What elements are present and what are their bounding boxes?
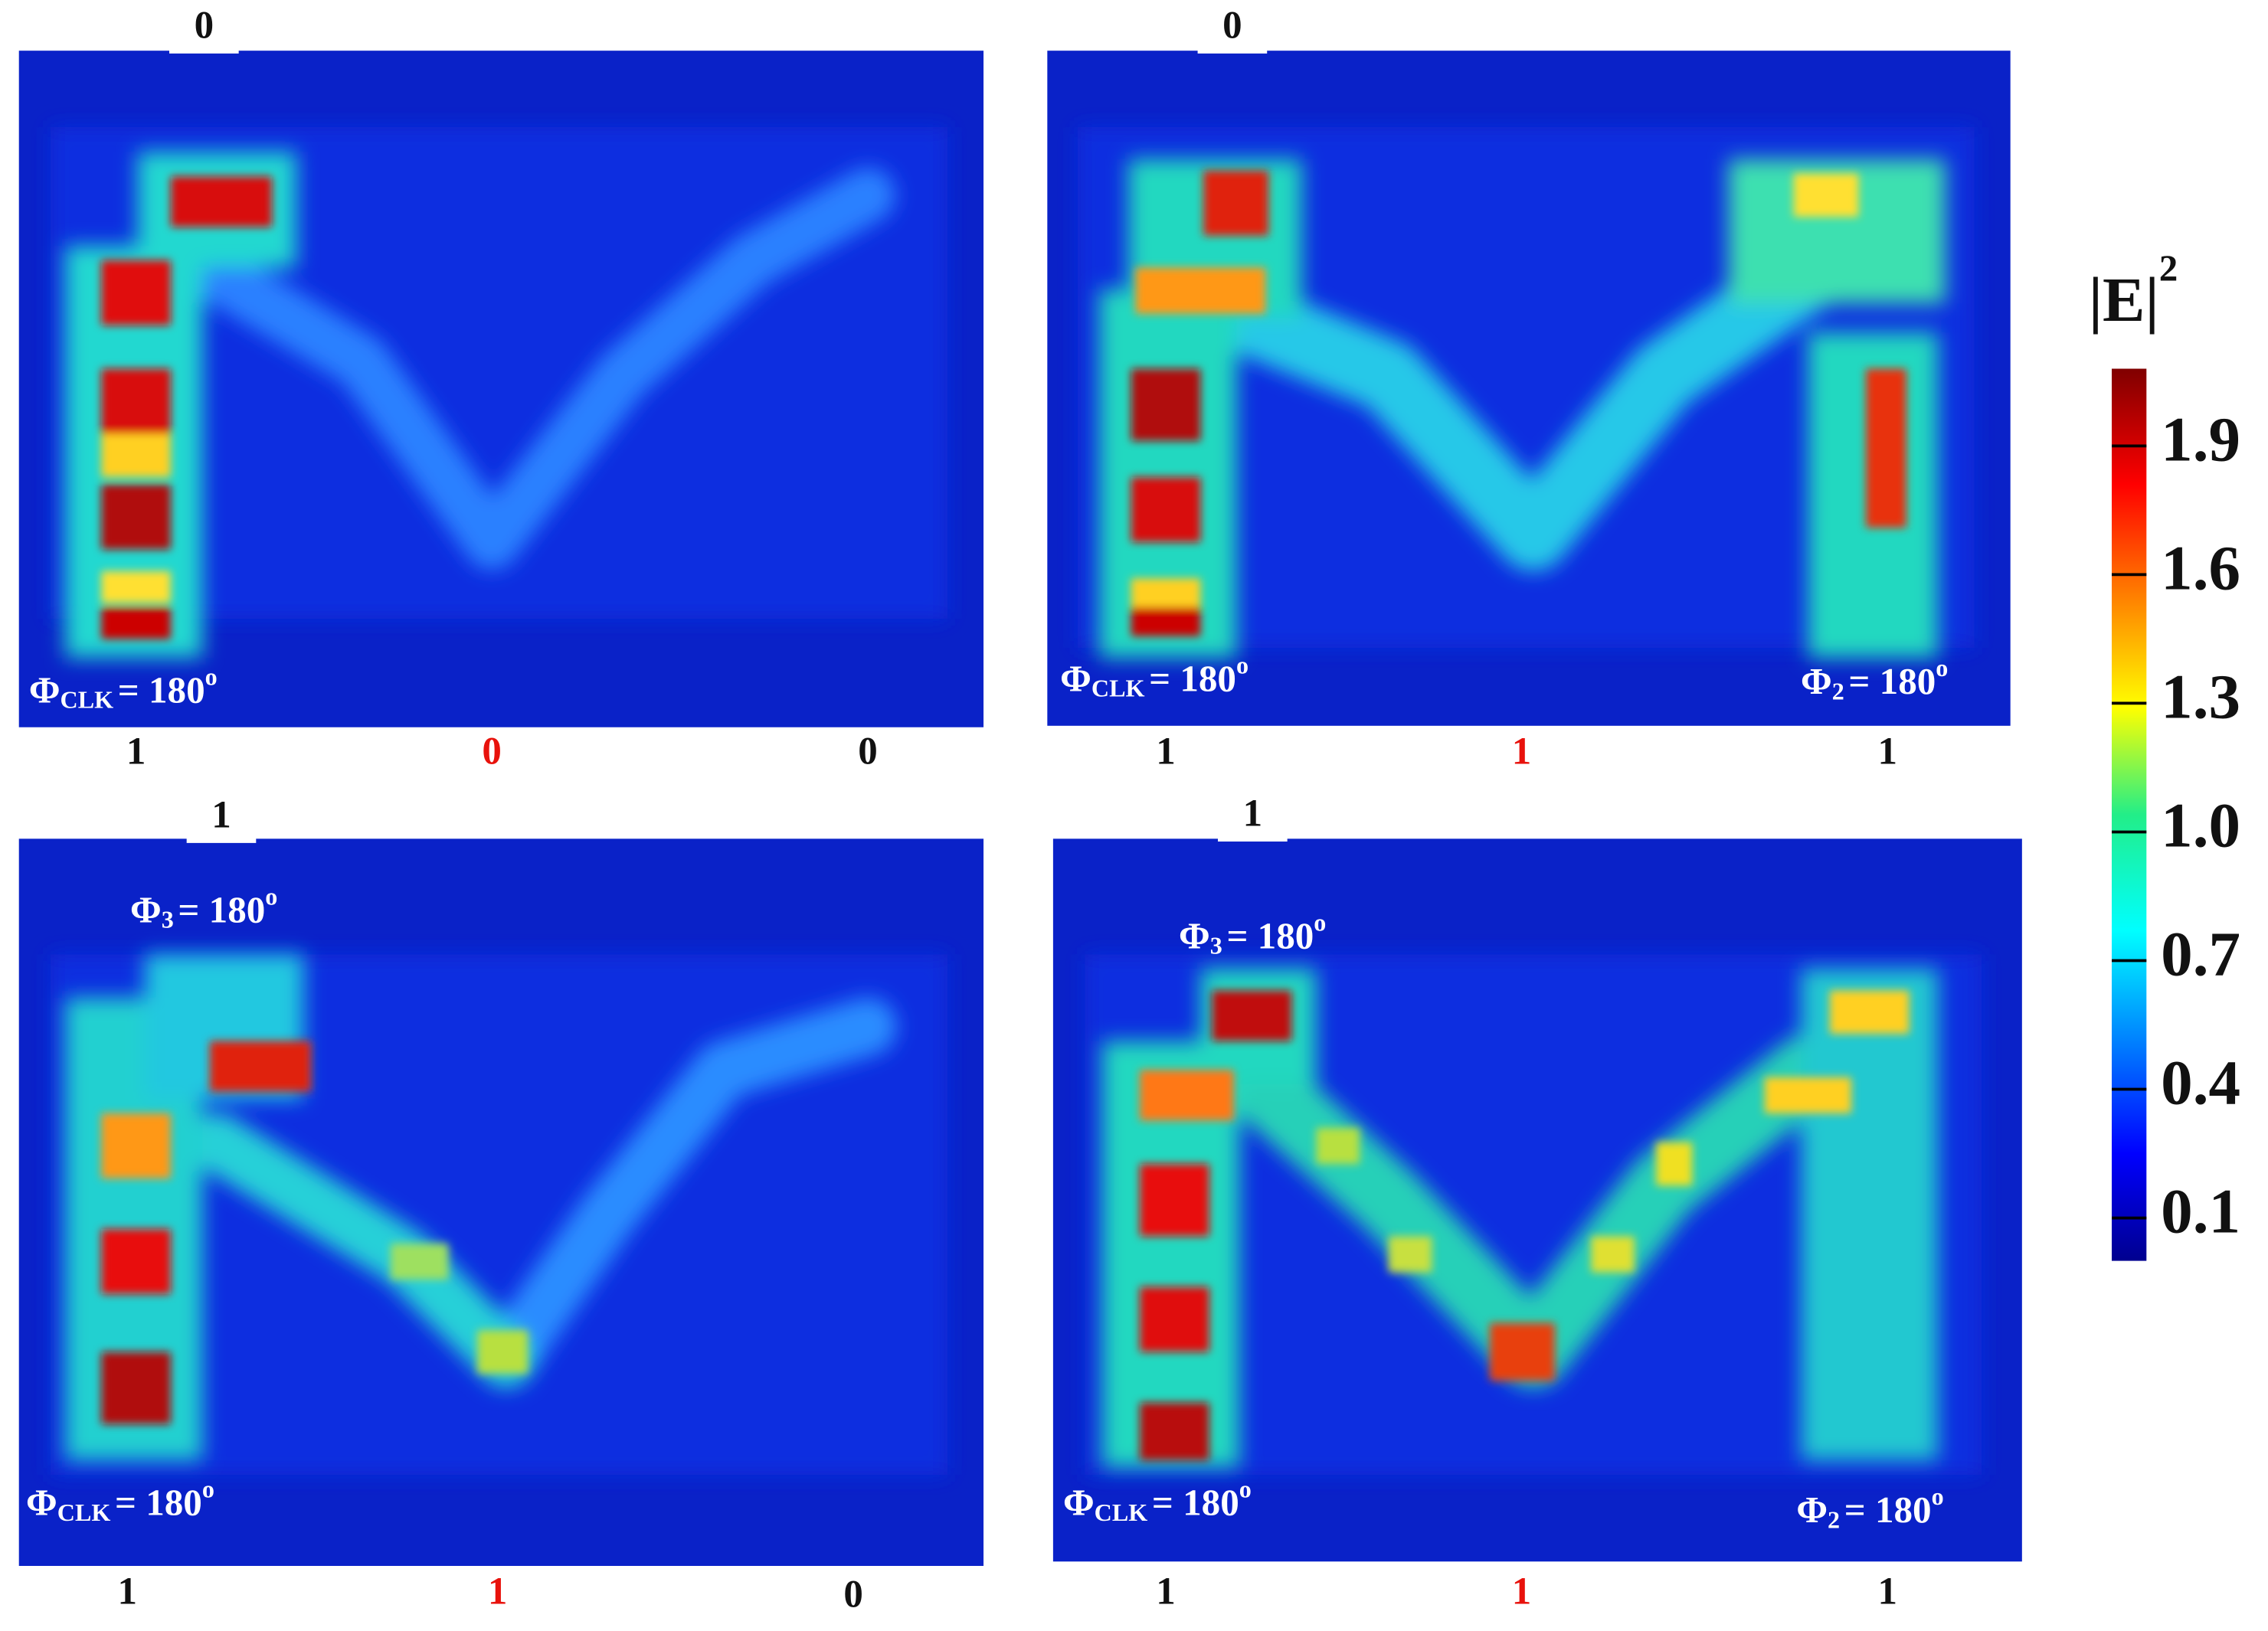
colorbar-title-text: |E|	[2089, 264, 2159, 335]
colorbar-tick-label: 0.1	[2161, 1176, 2240, 1247]
phase-superscript: o	[265, 883, 277, 910]
phase-subscript: CLK	[1095, 1499, 1148, 1526]
top-label: 0	[1222, 4, 1242, 47]
phase-value: = 180	[1226, 915, 1314, 957]
colorbar-tick-label: 0.7	[2161, 919, 2240, 989]
phase-superscript: o	[1236, 652, 1249, 679]
bottom-label: 1	[1156, 1570, 1175, 1613]
top-label: 0	[195, 4, 214, 47]
bottom-label: 1	[1512, 730, 1531, 773]
phase-value: = 180	[178, 889, 265, 931]
phase-label: Φ3 = 180o	[1179, 909, 1326, 959]
phase-value: = 180	[115, 1482, 202, 1524]
colorbar-tick-label: 0.4	[2161, 1048, 2240, 1118]
colorbar-tick-label: 1.9	[2161, 404, 2240, 474]
phase-superscript: o	[1314, 909, 1326, 936]
top-label: 1	[1243, 793, 1262, 835]
bottom-label: 1	[1878, 730, 1897, 773]
colorbar-tick-label: 1.6	[2161, 532, 2240, 603]
bottom-label: 1	[1156, 730, 1175, 773]
phase-superscript: o	[1239, 1476, 1252, 1503]
phase-symbol: Φ	[130, 889, 162, 931]
colorbar-title: |E|2	[2089, 247, 2178, 335]
phase-symbol: Φ	[1801, 660, 1832, 702]
phase-superscript: o	[202, 1476, 214, 1503]
phase-label: Φ2 = 180o	[1801, 655, 1948, 705]
bottom-label: 1	[1512, 1570, 1531, 1613]
phase-value: = 180	[1152, 1482, 1239, 1524]
bottom-label: 1	[488, 1570, 507, 1613]
phase-superscript: o	[205, 663, 218, 691]
phase-symbol: Φ	[26, 1482, 57, 1524]
colorbar	[2111, 368, 2147, 1261]
bottom-label: 0	[843, 1573, 862, 1616]
bottom-label: 0	[482, 730, 501, 773]
phase-symbol: Φ	[1179, 915, 1210, 957]
phase-label: ΦCLK = 180o	[1063, 1476, 1252, 1526]
phase-subscript: 2	[1832, 678, 1844, 705]
phase-subscript: CLK	[61, 686, 114, 714]
phase-label: Φ3 = 180o	[130, 883, 277, 933]
phase-value: = 180	[1848, 660, 1936, 702]
phase-symbol: Φ	[1060, 658, 1091, 700]
label-tab	[1197, 41, 1268, 54]
bottom-label: 1	[1878, 1570, 1897, 1613]
phase-label: Φ2 = 180o	[1796, 1483, 1943, 1534]
bottom-label: 1	[118, 1570, 137, 1613]
label-tab	[169, 41, 239, 54]
phase-subscript: 3	[1210, 932, 1222, 959]
bottom-label: 0	[858, 730, 877, 773]
phase-symbol: Φ	[1063, 1482, 1095, 1524]
label-tab	[1218, 829, 1288, 842]
phase-subscript: CLK	[1091, 675, 1145, 702]
phase-label: ΦCLK = 180o	[29, 663, 218, 714]
label-tab	[186, 831, 257, 843]
phase-value: = 180	[118, 669, 205, 711]
bottom-label: 1	[126, 730, 146, 773]
phase-subscript: CLK	[57, 1499, 111, 1526]
top-label: 1	[211, 793, 231, 836]
phase-symbol: Φ	[29, 669, 61, 711]
phase-value: = 180	[1149, 658, 1236, 700]
heatmap	[18, 51, 984, 727]
phase-superscript: o	[1932, 1483, 1944, 1511]
phase-label: ΦCLK = 180o	[1060, 652, 1249, 702]
heatmap	[18, 838, 984, 1567]
heatmap	[1052, 838, 2022, 1562]
colorbar-tick-label: 1.0	[2161, 790, 2240, 861]
phase-superscript: o	[1936, 655, 1948, 682]
colorbar-tick-label: 1.3	[2161, 661, 2240, 731]
colorbar-title-sup: 2	[2159, 247, 2178, 289]
phase-subscript: 3	[162, 906, 174, 933]
phase-symbol: Φ	[1796, 1489, 1828, 1531]
phase-value: = 180	[1844, 1489, 1932, 1531]
phase-subscript: 2	[1828, 1506, 1840, 1534]
phase-label: ΦCLK = 180o	[26, 1476, 214, 1526]
heatmap	[1047, 51, 2011, 726]
